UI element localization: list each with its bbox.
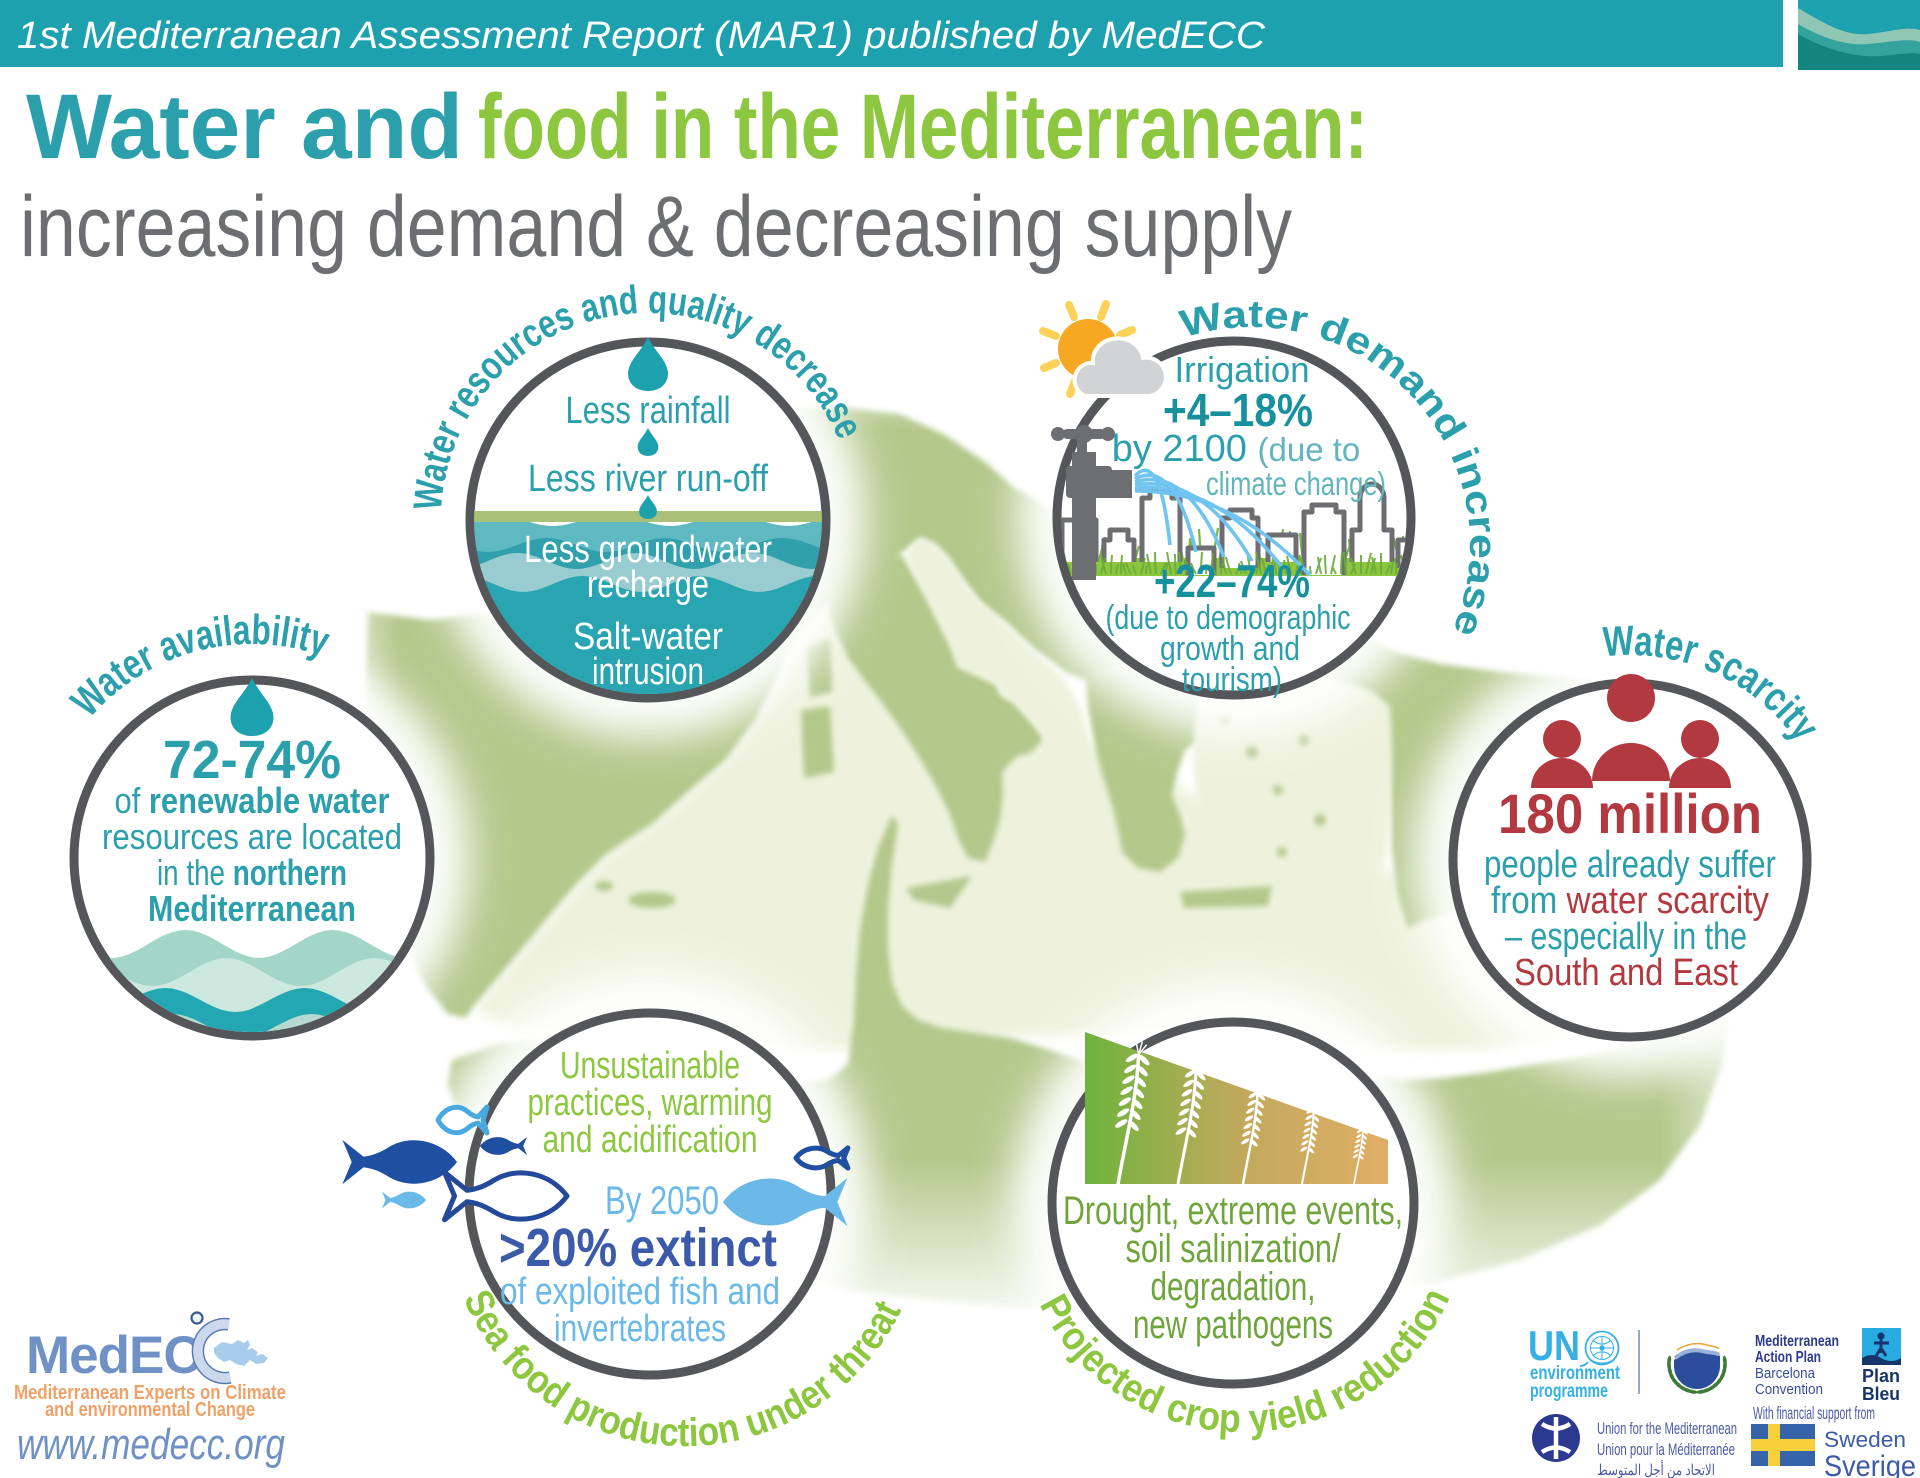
svg-text:72-74%: 72-74% — [163, 730, 341, 790]
svg-text:Less groundwater: Less groundwater — [524, 529, 772, 571]
svg-text:Action Plan: Action Plan — [1755, 1349, 1821, 1366]
svg-text:MedEC: MedEC — [26, 1326, 201, 1385]
svg-text:+22–74%: +22–74% — [1154, 555, 1310, 607]
svg-text:programme: programme — [1530, 1381, 1608, 1402]
svg-text:Mediterranean Experts on Clima: Mediterranean Experts on Climate — [14, 1382, 286, 1404]
svg-text:www.medecc.org: www.medecc.org — [17, 1420, 285, 1469]
svg-text:climate change): climate change) — [1206, 465, 1386, 502]
svg-text:degradation,: degradation, — [1151, 1265, 1316, 1309]
svg-text:invertebrates: invertebrates — [554, 1308, 726, 1350]
svg-text:of renewable water: of renewable water — [115, 780, 390, 821]
svg-text:Less river run-off: Less river run-off — [528, 458, 768, 500]
svg-text:180 million: 180 million — [1498, 782, 1762, 845]
svg-text:environment: environment — [1530, 1363, 1621, 1384]
svg-text:South and East: South and East — [1514, 952, 1738, 994]
svg-text:+4–18%: +4–18% — [1163, 384, 1313, 436]
svg-text:by 2100 (due to: by 2100 (due to — [1112, 428, 1361, 470]
svg-text:With financial support from: With financial support from — [1753, 1403, 1875, 1423]
svg-text:(due to demographic: (due to demographic — [1106, 599, 1351, 637]
svg-text:and acidification: and acidification — [543, 1119, 758, 1161]
svg-text:Mediterranean: Mediterranean — [1755, 1333, 1839, 1350]
svg-text:in the northern: in the northern — [157, 852, 347, 893]
svg-text:Irrigation: Irrigation — [1175, 349, 1310, 390]
svg-text:tourism): tourism) — [1182, 661, 1282, 699]
svg-text:growth and: growth and — [1160, 630, 1300, 668]
svg-text:from water scarcity: from water scarcity — [1491, 880, 1769, 922]
svg-text:Barcelona: Barcelona — [1755, 1365, 1816, 1382]
svg-text:and environmental Change: and environmental Change — [45, 1399, 255, 1421]
svg-text:practices, warming: practices, warming — [528, 1082, 773, 1124]
svg-text:1st Mediterranean Assessment R: 1st Mediterranean Assessment Report (MAR… — [17, 15, 1266, 57]
svg-text:>20% extinct: >20% extinct — [499, 1218, 777, 1278]
svg-text:soil salinization/: soil salinization/ — [1126, 1227, 1342, 1271]
svg-text:Unsustainable: Unsustainable — [560, 1045, 740, 1087]
svg-text:Sweden: Sweden — [1824, 1427, 1906, 1452]
svg-text:الاتحاد من أجل المتوسط: الاتحاد من أجل المتوسط — [1597, 1460, 1715, 1478]
svg-text:increasing demand & decreasing: increasing demand & decreasing supply — [20, 179, 1292, 275]
svg-text:recharge: recharge — [587, 564, 709, 606]
svg-text:people already suffer: people already suffer — [1484, 844, 1776, 886]
svg-text:UN: UN — [1528, 1322, 1580, 1369]
svg-text:– especially in the: – especially in the — [1505, 916, 1747, 958]
svg-text:of exploited fish and: of exploited fish and — [500, 1271, 780, 1313]
svg-text:Drought, extreme events,: Drought, extreme events, — [1063, 1189, 1403, 1233]
svg-text:Less rainfall: Less rainfall — [566, 390, 731, 432]
svg-text:intrusion: intrusion — [592, 651, 704, 693]
svg-text:Mediterranean: Mediterranean — [148, 888, 356, 929]
svg-text:new pathogens: new pathogens — [1133, 1303, 1333, 1347]
svg-text:Salt-water: Salt-water — [573, 616, 723, 658]
svg-text:Union for the Mediterranean: Union for the Mediterranean — [1597, 1419, 1737, 1438]
svg-text:Sverige: Sverige — [1824, 1450, 1916, 1478]
svg-text:Union pour la Méditerranée: Union pour la Méditerranée — [1597, 1440, 1735, 1459]
svg-text:resources are located: resources are located — [102, 816, 402, 857]
svg-text:By 2050: By 2050 — [605, 1179, 719, 1223]
svg-text:Plan: Plan — [1862, 1366, 1900, 1386]
svg-text:Convention: Convention — [1755, 1381, 1823, 1398]
svg-text:Bleu: Bleu — [1862, 1384, 1900, 1404]
